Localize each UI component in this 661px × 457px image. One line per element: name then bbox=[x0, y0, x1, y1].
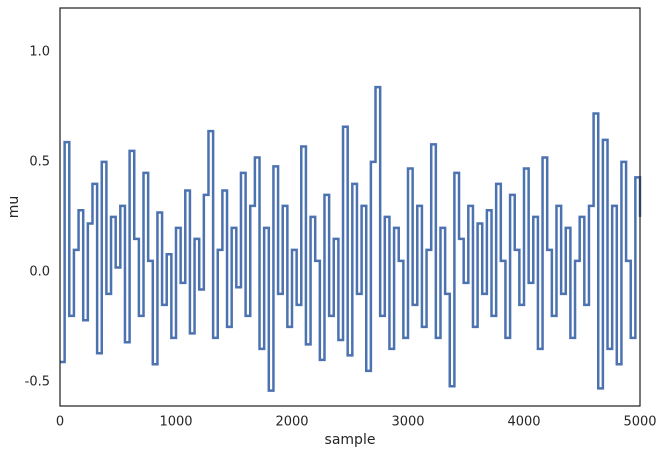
y-tick-label: 0.0 bbox=[29, 264, 50, 279]
x-tick-label: 0 bbox=[56, 415, 64, 430]
x-tick-label: 5000 bbox=[623, 415, 656, 430]
y-tick-label: 0.5 bbox=[29, 154, 50, 169]
x-tick-label: 3000 bbox=[391, 415, 424, 430]
y-axis-label: mu bbox=[6, 196, 22, 219]
x-axis-label: sample bbox=[325, 432, 376, 448]
y-tick-label: 1.0 bbox=[29, 44, 50, 59]
plot-frame bbox=[59, 7, 641, 407]
y-tick-label: -0.5 bbox=[25, 374, 50, 389]
x-tick-label: 4000 bbox=[507, 415, 540, 430]
x-tick-label: 1000 bbox=[159, 415, 192, 430]
trace-line bbox=[60, 85, 642, 392]
x-tick-label: 2000 bbox=[275, 415, 308, 430]
